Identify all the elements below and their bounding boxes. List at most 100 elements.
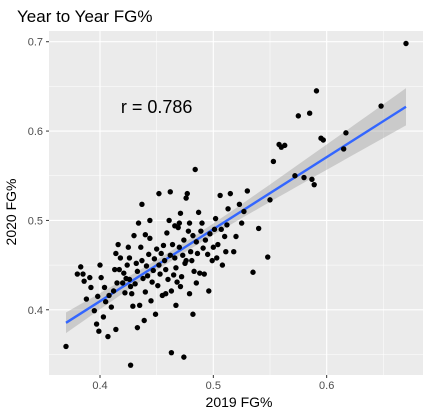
y-tick-label: 0.6	[28, 126, 43, 138]
data-point	[117, 255, 124, 261]
data-point	[204, 251, 211, 258]
data-point	[223, 248, 229, 255]
data-point	[236, 201, 243, 208]
data-point	[184, 190, 190, 197]
data-point	[172, 223, 178, 229]
data-point	[108, 304, 115, 310]
data-point	[210, 244, 217, 250]
data-point	[191, 268, 197, 275]
data-point	[183, 195, 189, 201]
data-point	[173, 265, 179, 271]
plot-panel	[49, 31, 423, 375]
data-point	[165, 276, 171, 283]
data-point	[343, 130, 349, 136]
data-point	[150, 267, 156, 274]
data-point	[130, 303, 136, 309]
data-points	[63, 40, 409, 368]
data-point	[218, 226, 224, 233]
data-point	[96, 328, 102, 334]
data-point	[148, 298, 154, 304]
data-point	[138, 244, 144, 250]
data-point	[121, 270, 127, 276]
data-point	[178, 274, 185, 280]
data-point	[160, 242, 167, 249]
data-point	[147, 217, 153, 224]
data-point	[301, 174, 307, 181]
data-point	[142, 232, 149, 238]
data-point	[193, 239, 200, 245]
data-point	[224, 222, 230, 228]
data-point	[231, 248, 237, 255]
data-point	[215, 241, 221, 248]
data-point	[115, 241, 121, 248]
data-point	[101, 284, 108, 291]
data-point	[98, 274, 104, 281]
data-point	[135, 220, 142, 226]
data-point	[102, 299, 109, 305]
data-point	[127, 362, 134, 368]
data-point	[131, 232, 137, 239]
data-point	[100, 314, 107, 320]
data-point	[146, 251, 152, 258]
data-point	[139, 201, 145, 208]
data-point	[164, 230, 170, 236]
data-point	[217, 192, 223, 199]
axis-ticks: 0.4 0.5 0.6 0.4 0.5 0.6 0.7	[28, 37, 335, 392]
y-tick-label: 0.7	[28, 37, 43, 49]
data-point	[161, 257, 168, 264]
data-point	[139, 257, 145, 264]
data-point	[197, 270, 203, 276]
data-point	[116, 266, 122, 273]
data-point	[186, 220, 193, 226]
regression-line	[65, 105, 407, 324]
data-point	[185, 228, 192, 234]
data-point	[282, 142, 288, 149]
data-point	[132, 281, 138, 287]
data-point	[152, 311, 159, 317]
data-point	[174, 279, 180, 285]
data-point	[78, 264, 84, 270]
data-point	[166, 217, 172, 224]
data-point	[122, 290, 128, 296]
data-point	[167, 189, 173, 195]
data-point	[141, 317, 147, 324]
x-tick-label: 0.5	[206, 380, 221, 392]
data-point	[81, 278, 87, 284]
data-point	[201, 271, 207, 277]
data-point	[187, 248, 194, 255]
data-point	[105, 333, 111, 340]
correlation-annotation: r = 0.786	[121, 97, 193, 117]
x-axis-title: 2019 FG%	[206, 394, 273, 410]
data-point	[306, 110, 313, 116]
data-point	[177, 210, 184, 216]
data-point	[241, 208, 247, 215]
data-point	[172, 255, 178, 261]
data-point	[163, 266, 169, 273]
data-point	[157, 271, 163, 277]
data-point	[143, 263, 150, 269]
data-point	[202, 237, 209, 243]
data-point	[110, 288, 117, 294]
data-point	[313, 88, 320, 94]
data-point	[126, 255, 133, 261]
data-point	[207, 231, 213, 237]
y-tick-label: 0.5	[28, 215, 43, 227]
data-point	[74, 271, 81, 277]
data-point	[206, 288, 212, 294]
data-point	[190, 311, 196, 317]
data-point	[403, 40, 409, 47]
data-point	[134, 268, 141, 275]
data-point	[113, 326, 119, 333]
data-point	[189, 257, 195, 264]
data-point	[212, 215, 219, 222]
data-point	[211, 226, 218, 233]
data-point	[309, 176, 315, 183]
data-point	[127, 283, 134, 290]
data-point	[87, 274, 93, 281]
data-point	[88, 284, 94, 291]
data-point	[177, 283, 184, 290]
data-point	[163, 290, 169, 297]
data-point	[292, 173, 298, 179]
data-point	[155, 282, 161, 289]
